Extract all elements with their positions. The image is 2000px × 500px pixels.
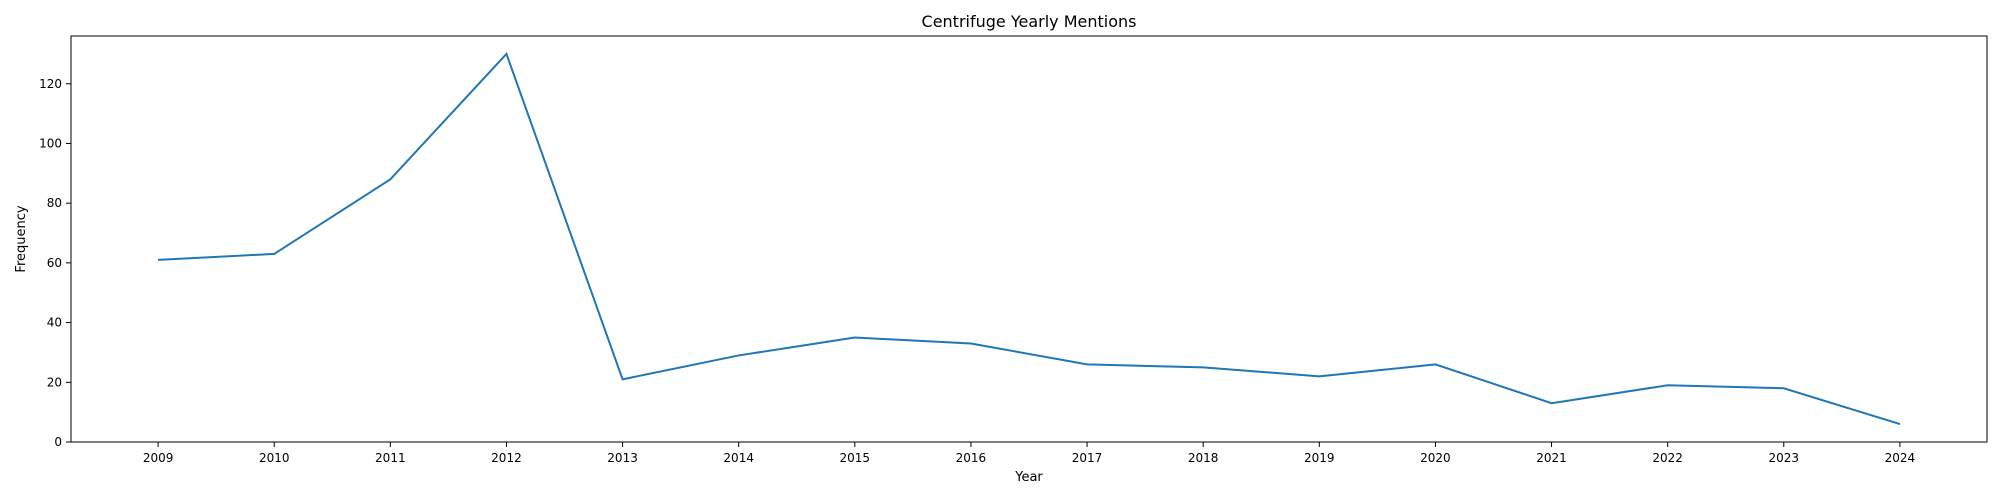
x-tick-label: 2018: [1188, 451, 1219, 465]
y-tick-label: 20: [47, 375, 62, 389]
x-tick-label: 2014: [723, 451, 754, 465]
x-tick-label: 2021: [1536, 451, 1567, 465]
y-tick-label: 100: [39, 136, 62, 150]
y-tick-label: 0: [54, 435, 62, 449]
x-tick-label: 2017: [1072, 451, 1103, 465]
chart-title: Centrifuge Yearly Mentions: [922, 12, 1137, 31]
x-axis: 2009 2010 2011 2012 2013 2014 2015 2016 2017 2018…: [143, 442, 1915, 465]
x-tick-label: 2019: [1304, 451, 1335, 465]
x-tick-label: 2010: [259, 451, 290, 465]
x-tick-label: 2011: [375, 451, 406, 465]
y-axis-label: Frequency: [14, 205, 29, 272]
y-tick-label: 60: [47, 256, 62, 270]
x-tick-label: 2016: [956, 451, 987, 465]
y-axis: 0 20 40 60 80 100 120: [39, 77, 71, 449]
y-tick-label: 120: [39, 77, 62, 91]
y-tick-label: 40: [47, 316, 62, 330]
x-tick-label: 2013: [607, 451, 638, 465]
series-line: [158, 52, 1901, 426]
x-tick-label: 2024: [1885, 451, 1916, 465]
x-tick-label: 2012: [491, 451, 522, 465]
x-tick-label: 2023: [1769, 451, 1800, 465]
y-tick-label: 80: [47, 196, 62, 210]
x-tick-label: 2009: [143, 451, 174, 465]
x-axis-label: Year: [1014, 470, 1043, 485]
x-tick-label: 2022: [1652, 451, 1683, 465]
plot-area: [70, 35, 1988, 443]
x-tick-label: 2015: [840, 451, 871, 465]
series-points: [157, 53, 1901, 426]
x-tick-label: 2020: [1420, 451, 1451, 465]
